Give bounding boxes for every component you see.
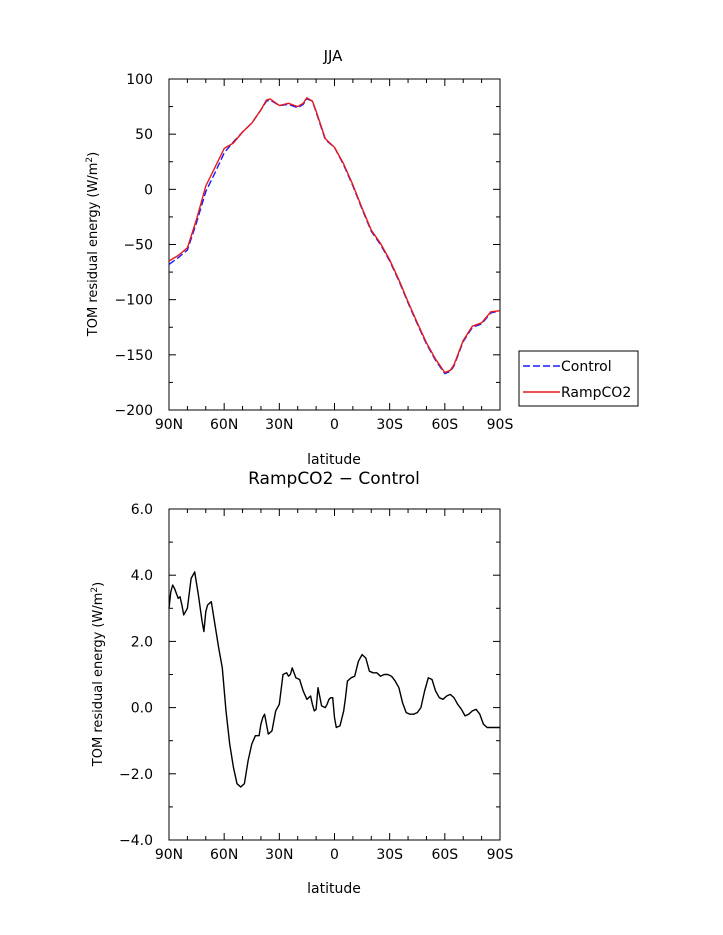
y-tick-label: −4.0 <box>119 833 153 849</box>
x-tick-label: 90N <box>155 417 183 433</box>
y-tick-label: −150 <box>115 348 153 364</box>
x-axis-label: latitude <box>307 452 361 468</box>
y-axis-label-sup: 2 <box>85 157 95 163</box>
x-tick-label: 90N <box>155 847 183 863</box>
y-tick-label: 0 <box>144 182 153 198</box>
y-tick-label: −100 <box>115 293 153 309</box>
y-tick-label: 0.0 <box>131 701 153 717</box>
legend: Control RampCO2 <box>518 350 639 407</box>
data-series <box>168 97 501 375</box>
bottom-panel: RampCO2 − Control 90N 60N 30N 0 30S 60S 90S 6.0… <box>90 469 513 897</box>
y-axis-label-main: TOM residual energy (W/m <box>91 593 106 768</box>
y-tick-label: 50 <box>135 127 153 143</box>
legend-label-rampco2: RampCO2 <box>561 385 631 401</box>
x-tick-label: 90S <box>487 417 514 433</box>
x-tick-label: 30S <box>376 847 403 863</box>
series-line-difference <box>168 571 500 788</box>
y-tick-label: 100 <box>126 72 153 88</box>
legend-label-control: Control <box>561 359 612 375</box>
series-line-control <box>168 98 501 375</box>
x-tick-label: 0 <box>330 417 339 433</box>
data-series <box>168 571 500 788</box>
x-tick-label: 60N <box>210 847 238 863</box>
y-axis-label-main: TOM residual energy (W/m <box>86 163 101 338</box>
x-tick-label: 30S <box>376 417 403 433</box>
x-tick-label: 60N <box>210 417 238 433</box>
plot-frame <box>168 508 501 841</box>
axis-ticks: 90N 60N 30N 0 30S 60S 90S 100 50 0 −50 −100 −150 −200 <box>115 72 514 433</box>
y-axis-label-sup: 2 <box>90 587 100 593</box>
axis-ticks: 90N 60N 30N 0 30S 60S 90S 6.0 4.0 2.0 0.0 −2.0 −4.0 <box>119 502 513 863</box>
chart-title: RampCO2 − Control <box>248 469 420 489</box>
y-axis-label-end: ) <box>86 152 101 157</box>
x-tick-label: 30N <box>265 417 293 433</box>
y-axis-label: TOM residual energy (W/m2) <box>90 582 106 767</box>
y-tick-label: 2.0 <box>131 634 153 650</box>
series-line-rampco2 <box>168 97 501 374</box>
x-tick-label: 60S <box>431 847 458 863</box>
y-tick-label: −2.0 <box>119 767 153 783</box>
plot-frame <box>168 78 501 411</box>
y-axis-label: TOM residual energy (W/m2) <box>85 152 101 337</box>
x-tick-label: 0 <box>330 847 339 863</box>
x-tick-label: 30N <box>265 847 293 863</box>
x-tick-label: 90S <box>487 847 514 863</box>
y-tick-label: 4.0 <box>131 568 153 584</box>
legend-box <box>518 350 639 407</box>
y-tick-label: 6.0 <box>131 502 153 518</box>
x-axis-label: latitude <box>307 881 361 897</box>
y-tick-label: −200 <box>115 403 153 419</box>
x-tick-label: 60S <box>431 417 458 433</box>
y-tick-label: −50 <box>123 238 153 254</box>
chart-title: JJA <box>323 47 344 65</box>
top-panel: JJA 90N 60N 30N 0 30S 60S 90S 100 50 0 −50 −100 −150… <box>85 47 639 468</box>
y-axis-label-end: ) <box>91 582 106 587</box>
